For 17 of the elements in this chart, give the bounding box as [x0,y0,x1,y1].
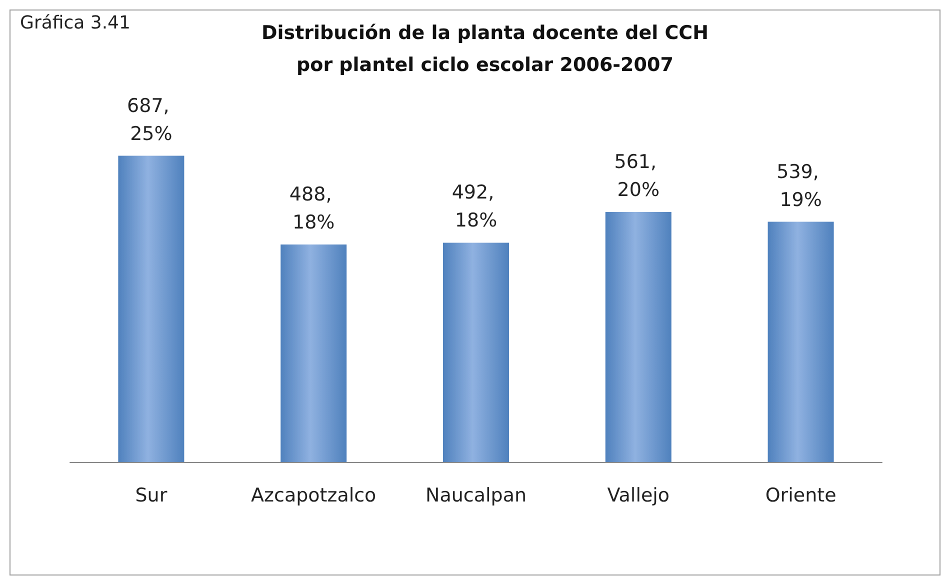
data-label: 492, 18% [452,182,500,232]
bar [605,212,672,462]
x-tick-label: Azcapotzalco [251,484,376,506]
text: Gráfica 3.41 [20,12,130,34]
x-tick-label: Naucalpan [425,484,527,506]
chart-title: Distribución de la planta docente del CCH por plantel ciclo escolar 2006-2007 [261,22,709,76]
x-tick-label: Sur [135,484,168,506]
bar [118,156,184,462]
x-tick-label: Oriente [765,484,836,506]
data-label: 687, 25% [127,94,176,145]
data-label: 539, 19% [776,160,825,211]
data-label: 488, 18% [289,183,338,234]
x-tick-label: Vallejo [607,484,670,506]
bar [768,222,834,462]
data-label: 561, 20% [614,150,663,201]
bar [443,242,509,462]
bar [280,244,347,462]
